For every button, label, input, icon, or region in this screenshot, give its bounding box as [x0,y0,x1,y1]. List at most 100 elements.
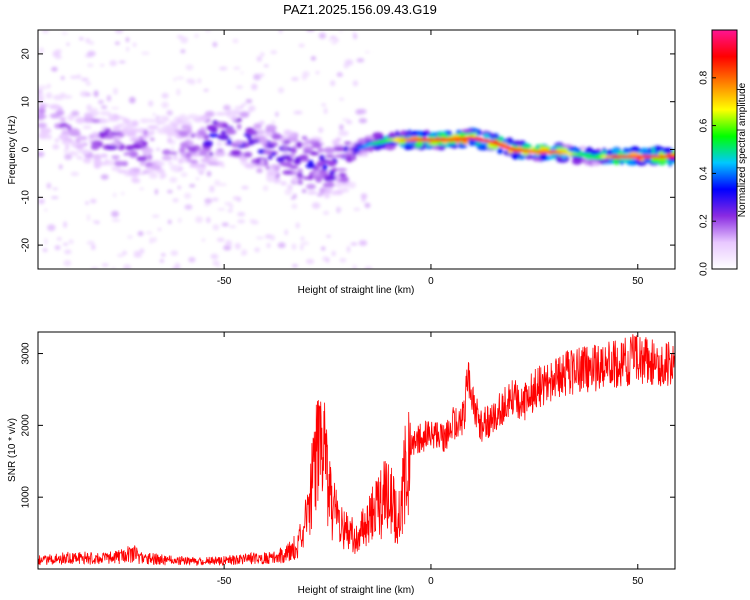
heatmap-ridge-blob [129,150,139,158]
heatmap-ridge-blob [335,137,342,142]
heatmap-noise-blob [122,250,127,256]
heatmap-ridge-blob [189,163,201,168]
heatmap-ridge-blob [67,124,72,131]
heatmap-noise-blob [298,43,305,48]
heatmap-noise-blob [284,229,288,236]
heatmap-ridge-blob [84,112,93,118]
heatmap-ridge-blob [399,144,406,148]
heatmap-ridge-blob [302,149,312,154]
heatmap-noise-blob [127,235,133,239]
heatmap-noise-blob [212,41,218,48]
y-tick-label: 1000 [21,486,32,509]
heatmap-noise-blob [82,125,92,129]
heatmap-ridge-blob [323,193,331,199]
heatmap-ridge-blob [308,174,313,181]
heatmap-noise-blob [172,198,179,203]
heatmap-ridge-blob [112,114,120,119]
heatmap-ridge-blob [139,118,150,124]
heatmap-noise-blob [141,51,150,55]
heatmap-ridge-blob [265,124,277,132]
heatmap-ridge-blob [68,150,76,156]
heatmap-ridge-blob [302,189,307,193]
heatmap-ridge-blob [343,146,349,152]
heatmap-noise-blob [85,81,91,86]
heatmap-noise-blob [223,104,231,111]
heatmap-ridge-blob [305,163,316,169]
spectrogram-y-axis-title: Frequency (Hz) [7,116,18,185]
heatmap-ridge-blob [104,158,110,166]
heatmap-ridge-blob [331,191,337,196]
heatmap-noise-blob [341,118,351,122]
colorbar-ticks: 0.0 0.2 0.4 0.6 0.8 [699,70,716,276]
heatmap-ridge-blob [640,147,649,153]
heatmap-ridge-blob [227,138,232,146]
heatmap-ridge-blob [76,156,83,160]
heatmap-ridge-blob [417,130,422,136]
heatmap-ridge-blob [38,113,46,121]
heatmap-ridge-blob [91,118,101,123]
heatmap-ridge-blob [247,136,252,141]
heatmap-ridge-blob [276,156,285,163]
heatmap-noise-blob [346,245,351,253]
heatmap-noise-blob [85,92,92,97]
heatmap-noise-blob [239,105,244,109]
heatmap-ridge-blob [104,128,112,133]
heatmap-noise-blob [100,63,105,67]
heatmap-noise-blob [352,80,359,87]
heatmap-ridge-blob [239,111,250,118]
heatmap-ridge-blob [198,129,206,136]
heatmap-noise-blob [180,49,186,54]
heatmap-noise-blob [149,237,153,244]
heatmap-ridge-blob [291,147,297,154]
heatmap-noise-blob [262,185,269,192]
heatmap-noise-blob [101,105,108,109]
heatmap-ridge-blob [511,140,523,147]
heatmap-ridge-blob [38,92,44,97]
colorbar-tick-label: 0.4 [699,166,710,180]
heatmap-noise-blob [114,30,124,34]
heatmap-noise-blob [54,138,59,143]
heatmap-ridge-blob [291,176,299,183]
heatmap-ridge-blob [125,124,134,129]
heatmap-noise-blob [277,242,286,249]
heatmap-ridge-blob [46,134,52,140]
heatmap-ridge-blob [234,140,244,146]
heatmap-noise-blob [66,42,70,46]
heatmap-noise-blob [251,83,258,91]
heatmap-ridge-blob [131,120,139,127]
heatmap-noise-blob [118,60,126,64]
heatmap-ridge-blob [91,132,99,138]
heatmap-ridge-blob [630,146,640,153]
heatmap-noise-blob [241,186,249,190]
heatmap-ridge-blob [121,127,130,135]
heatmap-ridge-blob [267,155,273,160]
heatmap-ridge-blob [490,135,500,139]
heatmap-noise-blob [89,41,94,45]
heatmap-ridge-blob [395,130,400,138]
x-tick-label: 0 [428,576,434,587]
heatmap-noise-blob [180,36,189,44]
colorbar-tick-label: 0.6 [699,118,710,132]
spectrogram-x-ticks: -50 0 50 [217,30,644,287]
heatmap-ridge-blob [263,149,273,155]
heatmap-noise-blob [271,120,275,125]
heatmap-noise-blob [321,246,326,251]
heatmap-noise-blob [284,188,293,196]
heatmap-ridge-blob [62,127,67,132]
snr-x-axis-title: Height of straight line (km) [298,585,415,596]
heatmap-ridge-blob [248,139,260,144]
heatmap-noise-blob [63,221,67,229]
spectrogram-x-axis-title: Height of straight line (km) [298,285,415,296]
heatmap-ridge-blob [178,130,189,138]
heatmap-noise-blob [123,264,132,269]
heatmap-ridge-blob [333,146,346,152]
heatmap-ridge-blob [372,132,384,139]
heatmap-noise-blob [108,159,115,166]
heatmap-noise-blob [54,54,62,60]
heatmap-ridge-blob [338,173,347,177]
heatmap-noise-blob [293,193,297,199]
heatmap-noise-blob [234,242,241,250]
heatmap-ridge-blob [302,146,314,151]
heatmap-noise-blob [263,64,269,67]
heatmap-ridge-blob [641,151,650,156]
